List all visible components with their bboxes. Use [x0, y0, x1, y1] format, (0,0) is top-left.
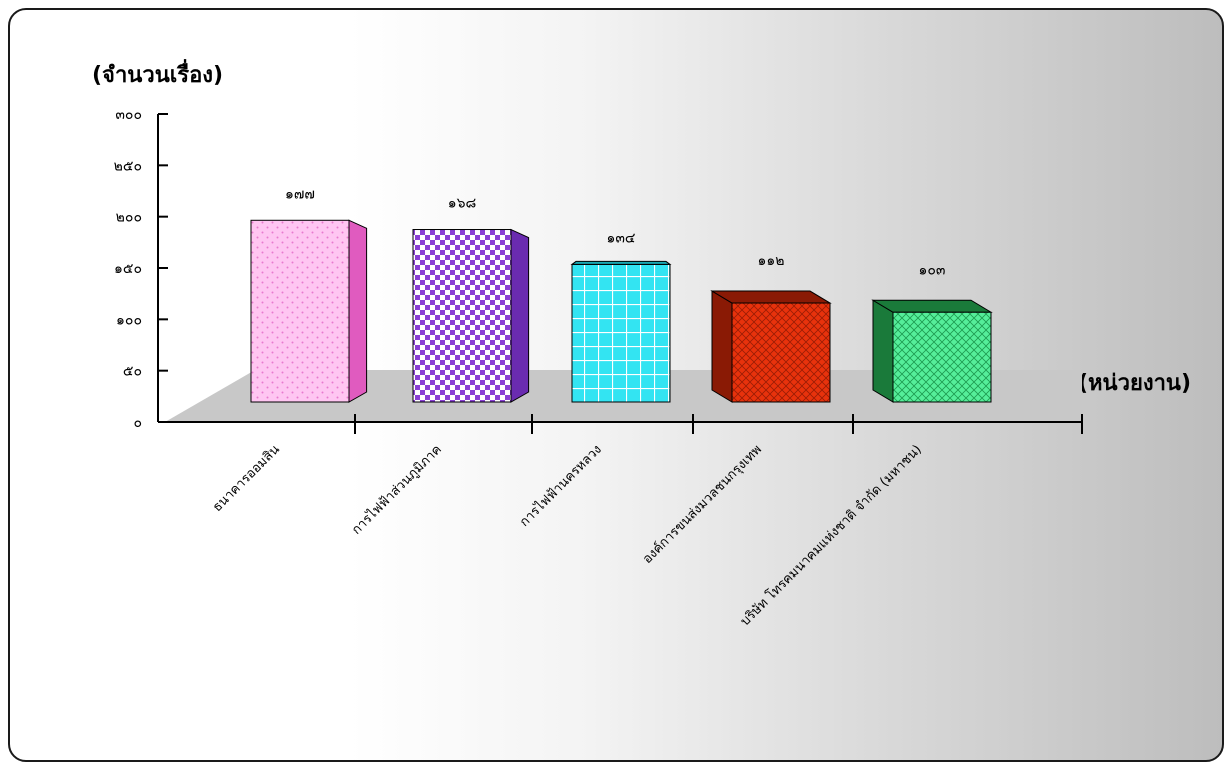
bar-value-label: ๑๑๒	[757, 253, 784, 269]
category-label: การไฟฟ้านครหลวง	[516, 442, 604, 530]
category-label: การไฟฟ้าส่วนภูมิภาค	[348, 442, 444, 538]
bar-top	[710, 290, 832, 304]
bar	[571, 263, 671, 403]
bar	[731, 302, 831, 403]
bar-side	[711, 290, 733, 403]
bar-value-label: ๑๐๓	[918, 262, 945, 278]
bar-side	[872, 299, 894, 403]
y-tick-label: ๑๐๐	[116, 312, 142, 328]
bar-value-label: ๑๗๗	[285, 186, 315, 202]
y-tick-label: ๒๕๐	[114, 158, 142, 174]
chart-frame: (จำนวนเรื่อง) (หน่วยงาน) ๐ ๕๐ ๑๐๐ ๑๕๐ ๒๐๐ ๒๕๐…	[8, 8, 1224, 762]
y-tick-label: ๕๐	[123, 364, 142, 380]
y-tick-label: ๐	[133, 415, 142, 431]
category-label: องค์การขนส่งมวลชนกรุงเทพ	[639, 442, 764, 567]
bar-top	[570, 260, 672, 265]
category-label: ธนาคารออมสิน	[210, 442, 283, 515]
category-label: บริษัท โทรคมนาคมแห่งชาติ จำกัด (มหาชน)	[737, 442, 925, 630]
y-tick-label: ๓๐๐	[115, 107, 142, 123]
y-axis-title: (จำนวนเรื่อง)	[92, 58, 223, 88]
bar-chart: (จำนวนเรื่อง) (หน่วยงาน) ๐ ๕๐ ๑๐๐ ๑๕๐ ๒๐๐ ๒๕๐…	[92, 58, 1191, 630]
bar-top	[871, 299, 993, 313]
bar-side	[348, 219, 368, 403]
x-axis-title: (หน่วยงาน)	[1078, 371, 1191, 396]
bar	[250, 219, 350, 403]
y-tick-label: ๒๐๐	[116, 210, 142, 226]
y-tick-label: ๑๕๐	[114, 261, 142, 277]
bar-value-label: ๑๓๔	[606, 230, 635, 246]
bar-side	[510, 228, 530, 403]
bar	[892, 311, 992, 403]
bar-value-label: ๑๖๘	[448, 196, 477, 212]
bar	[412, 229, 512, 403]
